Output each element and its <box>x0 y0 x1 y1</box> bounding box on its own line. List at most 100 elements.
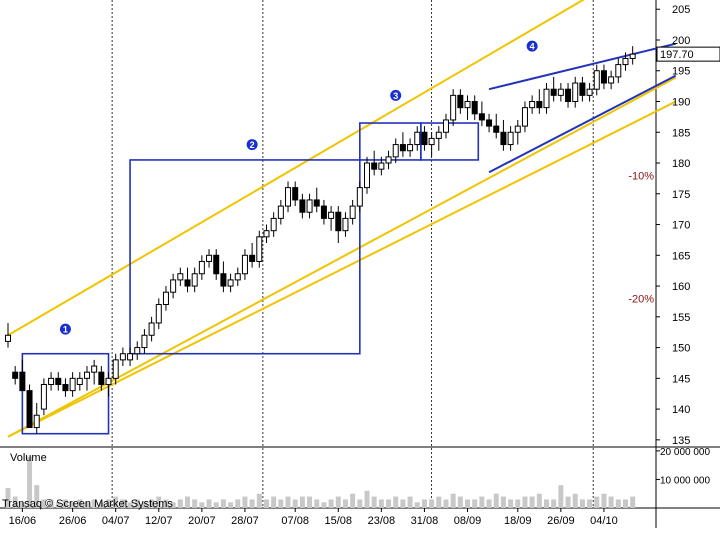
wave-marker-circle <box>59 323 71 335</box>
candle <box>198 255 205 280</box>
candle <box>572 76 579 108</box>
candle <box>292 181 299 207</box>
volume-bar <box>328 499 334 508</box>
candle <box>162 286 169 311</box>
volume-bar <box>587 499 593 508</box>
candle-body <box>543 88 550 109</box>
candle-body <box>55 377 62 385</box>
candle-body <box>98 371 105 385</box>
candle-body <box>371 162 378 170</box>
volume-bar <box>335 496 341 508</box>
candle-body <box>471 101 478 115</box>
candle-body <box>392 144 399 158</box>
candle-body <box>83 371 90 379</box>
candle-body <box>62 383 69 392</box>
candle <box>40 378 47 416</box>
candle-body <box>536 101 543 109</box>
candle <box>184 267 191 293</box>
candle <box>457 89 464 114</box>
candle <box>220 261 227 293</box>
candle <box>399 132 406 157</box>
candle-body <box>263 230 270 238</box>
date-tick-label: 07/08 <box>281 515 309 527</box>
volume-bar <box>601 493 607 508</box>
candle <box>371 150 378 176</box>
volume-bar <box>429 499 435 508</box>
candle <box>407 138 414 157</box>
date-tick-label: 12/07 <box>145 515 173 527</box>
candle <box>486 113 493 133</box>
volume-bar <box>177 499 183 508</box>
candle <box>471 95 478 120</box>
volume-bar <box>185 496 190 508</box>
price-tick-label: 145 <box>672 373 690 385</box>
trend-line <box>7 100 677 438</box>
candle-body <box>241 254 248 275</box>
volume-bar <box>378 499 384 508</box>
volume-bar <box>608 496 614 508</box>
candle <box>119 347 126 367</box>
candle-body <box>328 211 335 219</box>
candle-body <box>521 107 528 127</box>
candle-body <box>76 377 83 385</box>
candlesticks <box>5 46 636 434</box>
candle-body <box>33 414 40 429</box>
volume-bar <box>271 496 277 508</box>
volume-bar <box>192 499 198 508</box>
volume-label: Volume <box>10 452 47 464</box>
candle-body <box>586 88 593 96</box>
last-price-box <box>656 46 720 62</box>
candle <box>529 95 536 114</box>
volume-bar <box>77 499 83 508</box>
candle-body <box>127 353 134 361</box>
candle-body <box>608 76 615 84</box>
wave-markers: 1 2 3 4 -10% -20% <box>59 40 654 335</box>
candle <box>579 76 586 102</box>
volume-bar <box>407 496 413 508</box>
candle <box>91 359 98 385</box>
volume-bar <box>457 496 463 508</box>
candle <box>12 366 19 385</box>
price-tick-label: 205 <box>672 4 690 16</box>
wave-marker-label: 3 <box>393 91 398 101</box>
volume-bar <box>479 496 485 508</box>
candle-body <box>428 137 435 146</box>
candle-body <box>486 119 493 127</box>
candle-body <box>557 88 564 96</box>
candle <box>155 298 162 330</box>
price-tick-label: 165 <box>672 250 690 262</box>
wave-marker-circle <box>526 40 538 52</box>
volume-bar <box>34 485 40 508</box>
candle-body <box>170 279 177 293</box>
volume-bar <box>163 499 169 508</box>
candle-body <box>364 162 370 189</box>
candle <box>550 76 557 102</box>
candle <box>33 402 40 434</box>
volume-bar <box>70 502 76 508</box>
volume-bar <box>500 496 506 508</box>
date-tick-label: 15/08 <box>325 515 353 527</box>
volume-bar <box>5 488 11 508</box>
candle-body <box>442 119 449 133</box>
volume-bar <box>393 496 399 508</box>
volume-bar <box>141 502 147 508</box>
candle <box>141 329 148 354</box>
volume-bar <box>443 499 449 508</box>
volume-bar <box>321 502 327 508</box>
volume-bar <box>364 490 370 508</box>
volume-bar <box>48 499 54 508</box>
candle-body <box>493 125 500 133</box>
price-tick-label: 140 <box>672 404 690 416</box>
candle-body <box>234 273 241 281</box>
candle <box>105 372 112 397</box>
volume-axis: 10 000 000 20 000 000 <box>656 447 710 486</box>
candle <box>299 193 306 219</box>
date-tick-label: 26/06 <box>59 515 87 527</box>
candle-body <box>91 365 98 373</box>
candle-body <box>565 88 572 103</box>
candle-body <box>112 359 119 379</box>
candle <box>177 267 184 287</box>
candle-body <box>213 254 220 275</box>
volume-bar <box>256 493 262 508</box>
date-tick-label: 16/06 <box>9 515 37 527</box>
